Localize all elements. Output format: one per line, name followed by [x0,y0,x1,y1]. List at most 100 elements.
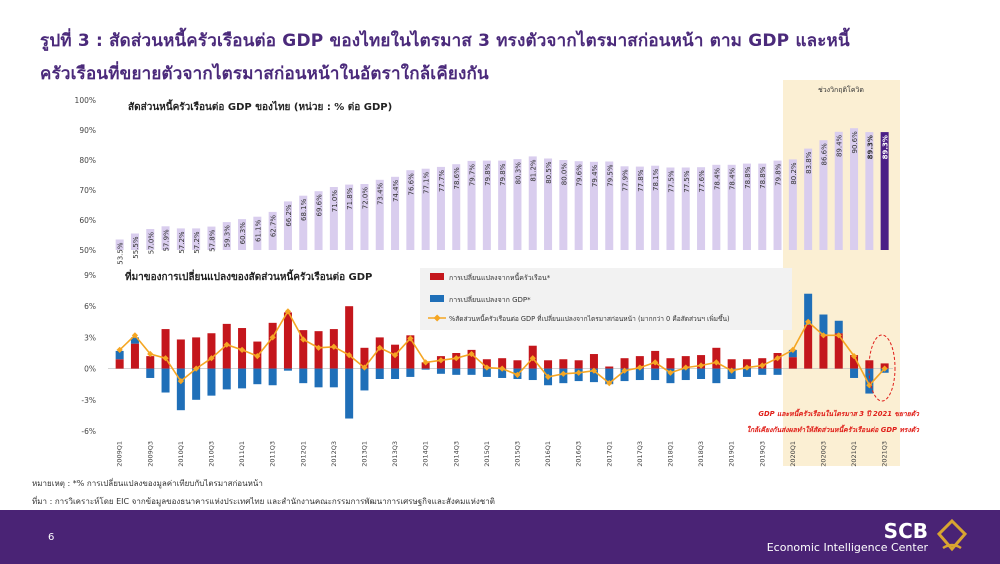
gdp-contribution-bar [620,368,629,382]
legend-debt-label: การเปลี่ยนแปลงจากหนี้ครัวเรือน* [449,271,551,282]
ratio-change-point [422,359,429,366]
ratio-bar [804,148,813,250]
gdp-contribution-bar [406,368,415,377]
debt-contribution-bar [115,359,124,369]
ratio-y-tick-label: 70% [79,186,96,195]
ratio-change-point [315,344,322,351]
x-tick-label: 2011Q1 [238,441,246,467]
gdp-contribution-bar [850,368,859,378]
ratio-bar [681,167,690,250]
ratio-y-tick-label: 60% [79,216,96,225]
ratio-data-label: 79.6% [576,164,584,187]
ratio-data-label: 77.6% [698,170,706,193]
x-tick-label: 2011Q3 [269,441,277,467]
gdp-contribution-bar [421,368,430,370]
debt-contribution-bar [467,349,476,369]
ratio-data-label: 79.8% [484,163,492,186]
ratio-data-label: 79.8% [499,163,507,186]
ratio-change-point [300,336,307,343]
ratio-data-label: 57.0% [147,232,155,255]
x-tick-label: 2013Q3 [391,441,399,467]
ratio-bar [375,179,384,250]
gdp-contribution-bar [589,368,598,383]
x-tick-label: 2015Q3 [513,441,521,467]
ratio-data-label: 89.4% [836,134,844,157]
ratio-data-label: 72.0% [361,187,369,210]
debt-contribution-bar [605,366,614,369]
ratio-bar [819,140,828,250]
ratio-data-label: 57.9% [163,229,171,252]
contribution-chart-title: ที่มาของการเปลี่ยนแปลงของสัดส่วนหนี้ครัว… [125,269,372,283]
ratio-change-point [453,355,460,362]
ratio-data-label: 61.1% [254,219,262,242]
ratio-change-point [437,357,445,364]
ratio-change-point [330,343,337,350]
ratio-data-label: 77.8% [637,169,645,192]
slide-title-line-1: รูปที่ 3 : สัดส่วนหนี้ครัวเรือนต่อ GDP ข… [40,31,850,51]
debt-contribution-bar [192,337,201,369]
gdp-contribution-bar [146,368,155,378]
debt-contribution-bar [513,360,522,369]
ratio-data-label: 86.6% [820,143,828,166]
gdp-contribution-bar [161,368,170,393]
debt-contribution-bar [804,324,813,369]
gdp-contribution-bar [130,337,139,344]
debt-contribution-bar [406,335,415,369]
x-tick-label: 2020Q1 [789,441,797,467]
ratio-bar [788,159,797,250]
ratio-change-point [850,353,858,360]
x-tick-label: 2019Q1 [728,441,736,467]
covid-annotation-line-2: ใกล้เคียงกันส่งผลทำให้สัดส่วนหนี้ครัวเรื… [747,424,921,434]
x-tick-label: 2010Q1 [177,441,185,467]
debt-contribution-bar [697,355,706,369]
ratio-change-point [407,335,414,342]
x-tick-label: 2014Q1 [422,441,430,467]
legend-gdp-label: การเปลี่ยนแปลงจาก GDP* [449,295,531,304]
ratio-data-label: 68.1% [300,198,308,221]
gdp-contribution-bar [329,368,338,388]
ratio-change-point [621,367,628,374]
gdp-contribution-bar [238,368,247,389]
ratio-change-point [468,350,475,358]
gdp-contribution-bar [482,368,491,377]
gdp-contribution-bar [283,368,292,371]
debt-contribution-bar [360,347,369,369]
gdp-contribution-bar [819,314,828,335]
ratio-data-label: 57.2% [178,231,186,254]
x-tick-label: 2013Q1 [360,441,368,467]
debt-contribution-bar [482,359,491,369]
ratio-data-label: 79.7% [469,164,477,187]
legend-line-marker [433,314,441,322]
ratio-change-point [284,308,292,315]
debt-contribution-bar [834,333,843,369]
ratio-y-tick-label: 100% [75,96,96,105]
ratio-data-label: 74.4% [392,179,400,202]
ratio-bar [130,233,139,250]
x-tick-label: 2012Q3 [330,441,338,467]
ratio-bar [635,166,644,250]
highlight-ellipse [868,334,896,402]
x-tick-label: 2014Q3 [452,441,460,467]
debt-contribution-bar [574,360,583,369]
ratio-bar [498,160,507,250]
ratio-bar [712,164,721,250]
ratio-change-point [346,351,353,359]
ratio-data-label: 66.2% [285,204,293,227]
x-tick-label: 2021Q1 [850,441,858,467]
ratio-data-label: 80.5% [545,161,553,184]
ratio-data-label: 79.8% [775,163,783,186]
ratio-change-point [254,353,261,360]
gdp-contribution-bar [115,350,124,360]
footnote: หมายเหตุ : *% การเปลี่ยนแปลงของมูลค่าเที… [32,479,263,488]
ratio-bar [880,132,889,250]
contribution-y-tick-label: 6% [84,302,96,311]
ratio-data-label: 71.0% [331,190,339,213]
ratio-bar [146,229,155,250]
ratio-bar [192,228,201,250]
x-tick-label: 2016Q1 [544,441,552,467]
ratio-change-point [483,364,490,371]
legend: การเปลี่ยนแปลงจากหนี้ครัวเรือน* การเปลี่… [420,268,792,330]
brand-subtitle: Economic Intelligence Center [766,541,928,554]
x-tick-label: 2018Q1 [666,441,674,467]
gdp-contribution-bar [176,368,185,411]
